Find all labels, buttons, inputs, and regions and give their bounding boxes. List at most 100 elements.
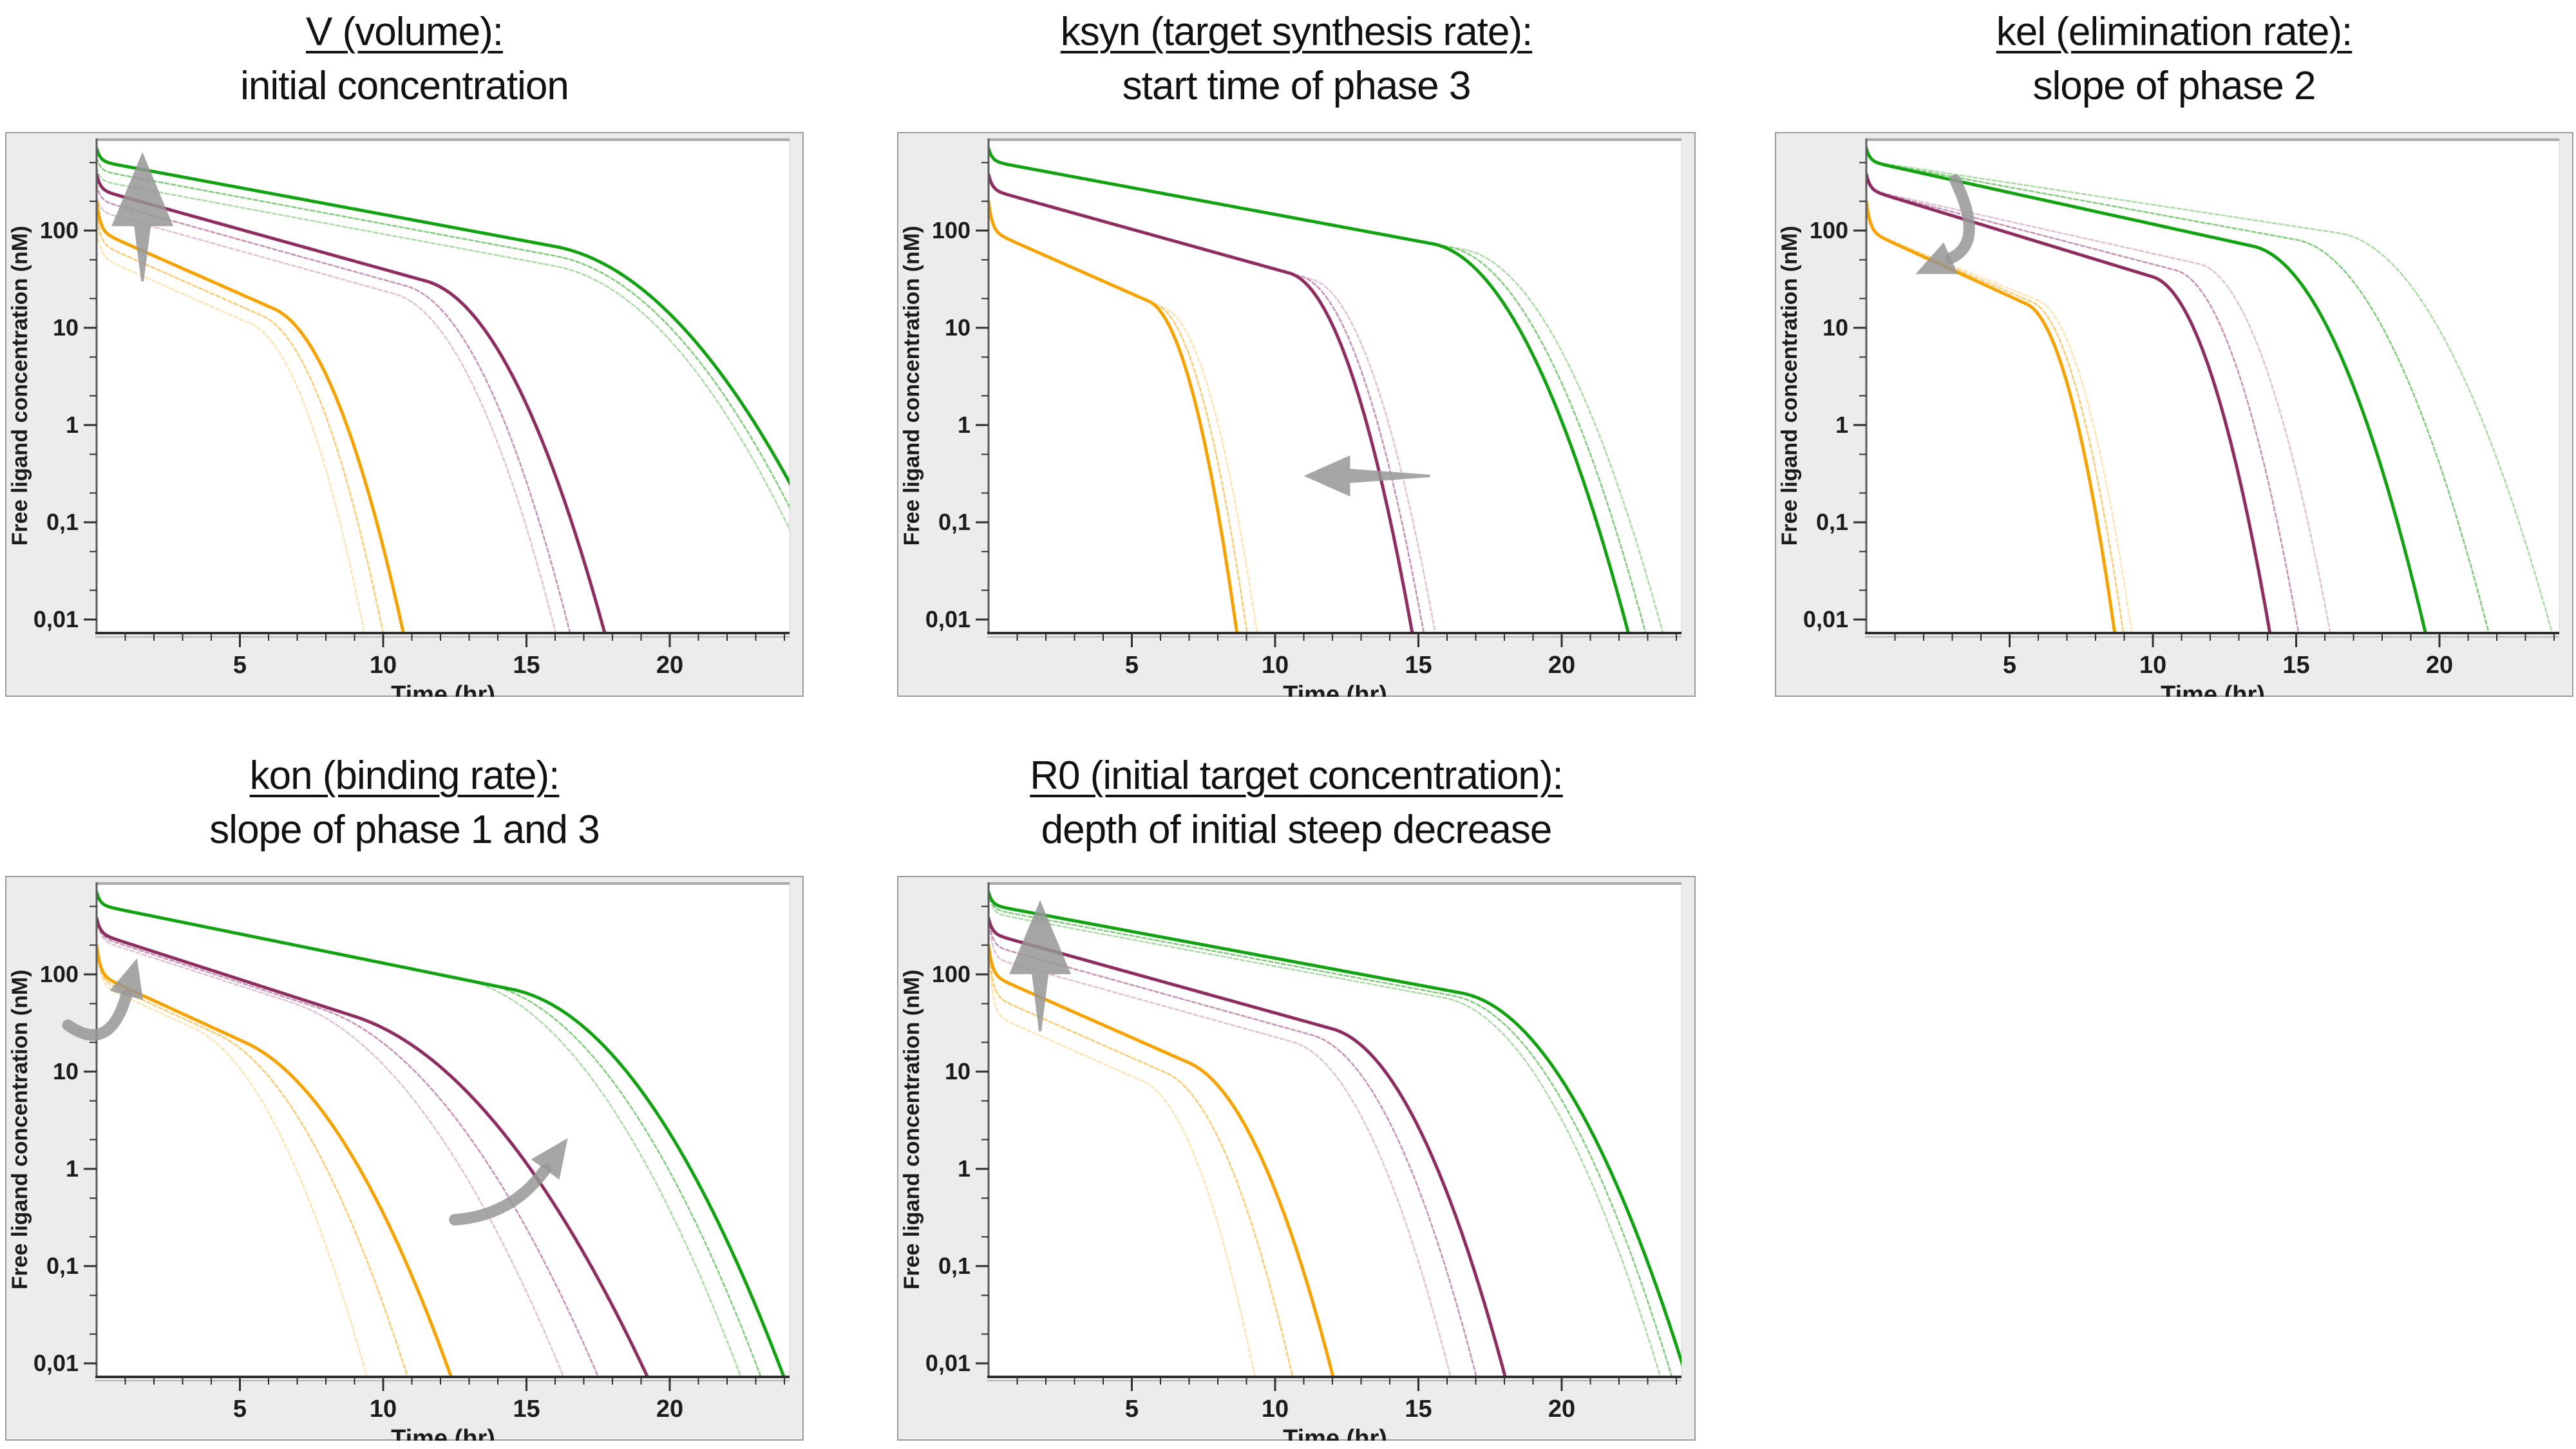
y-tick-label: 100 (932, 961, 971, 987)
x-tick-label: 10 (1262, 652, 1289, 679)
panel-title-r0-line2: depth of initial steep decrease (1041, 808, 1553, 852)
y-tick-label: 0,01 (1803, 606, 1848, 632)
panel-title-kon-line1: kon (binding rate): (249, 753, 560, 798)
curve-green-lighter (97, 167, 790, 531)
x-tick-label: 10 (370, 652, 397, 679)
y-tick-label: 100 (1810, 217, 1848, 243)
curves-layer (989, 890, 1681, 1378)
curve-green-solid (97, 146, 790, 486)
y-tick-label: 10 (53, 1058, 79, 1084)
x-axis-title: Time (hr) (391, 1425, 495, 1441)
x-tick-label: 15 (513, 652, 540, 679)
x-axis-title: Time (hr) (1283, 681, 1387, 697)
curves-layer (97, 146, 790, 634)
annotations-layer (1303, 455, 1430, 497)
plot-area (96, 882, 790, 1378)
panel-title-v: V (volume): initial concentration (5, 5, 804, 113)
x-tick-label: 20 (2426, 652, 2453, 679)
y-tick-label: 1 (958, 412, 971, 438)
curve-green-light (989, 891, 1674, 1378)
x-tick-label: 5 (2003, 652, 2016, 679)
axes-layer: 100 10 1 0,1 0,01 5 10 15 20 Time (hr) Free ligand… (900, 882, 1681, 1449)
y-tick-label: 10 (945, 314, 971, 341)
annotations-layer (1915, 174, 1975, 274)
x-tick-label: 20 (1548, 1396, 1575, 1423)
plot-top-reference-line (989, 882, 1681, 885)
annotation-arrow (1009, 900, 1072, 1032)
y-axis-title: Free ligand concentration (nM) (8, 226, 32, 546)
axes-layer: 100 10 1 0,1 0,01 5 10 15 20 Time (hr) Free ligand… (900, 138, 1681, 708)
curve-purple-light (1866, 173, 2300, 634)
chart-ksyn: 100 10 1 0,1 0,01 5 10 15 20 Time (hr) Free ligand… (897, 132, 1696, 708)
y-tick-label: 10 (1823, 314, 1848, 341)
curve-orange-solid (1866, 200, 2117, 634)
y-tick-label: 0,1 (46, 509, 79, 535)
annotation-arrow (1303, 455, 1430, 497)
plot-top-reference-line (1866, 138, 2559, 141)
curve-green-solid (989, 890, 1681, 1367)
y-tick-label: 0,1 (1816, 509, 1848, 535)
curve-purple-light (989, 917, 1478, 1378)
curve-orange-light (97, 213, 385, 634)
y-tick-label: 100 (40, 961, 79, 987)
panel-title-kel-line1: kel (elimination rate): (1996, 10, 2353, 54)
x-tick-label: 10 (2139, 652, 2166, 679)
curve-green-lighter (1866, 147, 2553, 634)
chart-kon-svg: 100 10 1 0,1 0,01 5 10 15 20 Time (hr) Free ligand… (5, 876, 804, 1449)
x-axis-title: Time (hr) (1283, 1425, 1387, 1441)
plot-top-reference-line (97, 882, 790, 885)
axes-layer: 100 10 1 0,1 0,01 5 10 15 20 Time (hr) Free ligand… (8, 138, 790, 708)
curve-green-solid (989, 146, 1631, 634)
y-tick-label: 10 (945, 1058, 971, 1084)
chart-kel-svg: 100 10 1 0,1 0,01 5 10 15 20 Time (hr) Free ligand… (1775, 132, 2573, 708)
annotation-arrow-shaft (449, 1164, 551, 1226)
x-tick-label: 10 (370, 1396, 397, 1423)
annotations-layer (111, 152, 174, 281)
curves-layer (989, 146, 1664, 634)
annotation-arrow-shaft (62, 989, 133, 1041)
y-tick-label: 1 (1835, 412, 1848, 438)
y-tick-label: 0,01 (33, 1350, 79, 1376)
annotations-layer (1009, 900, 1072, 1032)
curve-purple-lighter (97, 194, 557, 634)
x-axis-title: Time (hr) (2161, 681, 2265, 697)
x-tick-label: 10 (1262, 1396, 1289, 1423)
x-tick-label: 15 (1405, 652, 1432, 679)
y-tick-label: 10 (53, 314, 79, 341)
chart-v-volume-svg: 100 10 1 0,1 0,01 5 10 15 20 Time (hr) Free ligand… (5, 132, 804, 708)
chart-v-volume: 100 10 1 0,1 0,01 5 10 15 20 Time (hr) Free ligand… (5, 132, 804, 708)
y-tick-label: 0,1 (46, 1253, 79, 1279)
plot-top-reference-line (989, 138, 1681, 141)
curve-purple-solid (989, 916, 1508, 1378)
panel-title-v-line1: V (volume): (306, 10, 504, 54)
y-tick-label: 0,1 (938, 509, 971, 535)
panel-title-r0-line1: R0 (initial target concentration): (1030, 753, 1564, 798)
y-tick-label: 1 (66, 412, 79, 438)
curve-purple-solid (97, 173, 607, 634)
panel-title-kon-line2: slope of phase 1 and 3 (209, 808, 600, 852)
y-tick-label: 100 (40, 217, 79, 243)
x-tick-label: 20 (656, 652, 683, 679)
curve-orange-solid (989, 943, 1336, 1378)
curve-purple-lighter (989, 917, 1452, 1378)
curve-orange-light (97, 944, 410, 1378)
panel-title-kon: kon (binding rate): slope of phase 1 and… (5, 749, 804, 857)
curve-orange-lighter (97, 944, 368, 1378)
y-axis-title: Free ligand concentration (nM) (900, 226, 924, 546)
annotation-arrow-head (531, 1138, 568, 1180)
y-tick-label: 1 (958, 1155, 971, 1182)
panel-title-ksyn-line1: ksyn (target synthesis rate): (1060, 10, 1533, 54)
y-tick-label: 0,01 (33, 606, 79, 632)
annotation-arrow (111, 152, 174, 281)
curve-purple-light (97, 184, 572, 634)
y-tick-label: 0,01 (925, 606, 971, 632)
curve-purple-solid (989, 173, 1414, 634)
y-tick-label: 0,1 (938, 1253, 971, 1279)
x-tick-label: 5 (1125, 1396, 1139, 1423)
panel-title-kel: kel (elimination rate): slope of phase 2 (1775, 5, 2573, 113)
x-tick-label: 15 (2282, 652, 2309, 679)
curve-purple-lighter (1866, 173, 2332, 634)
chart-ksyn-svg: 100 10 1 0,1 0,01 5 10 15 20 Time (hr) Free ligand… (897, 132, 1696, 708)
axes-layer: 100 10 1 0,1 0,01 5 10 15 20 Time (hr) Free ligand… (8, 882, 790, 1449)
plot-area (96, 138, 790, 634)
